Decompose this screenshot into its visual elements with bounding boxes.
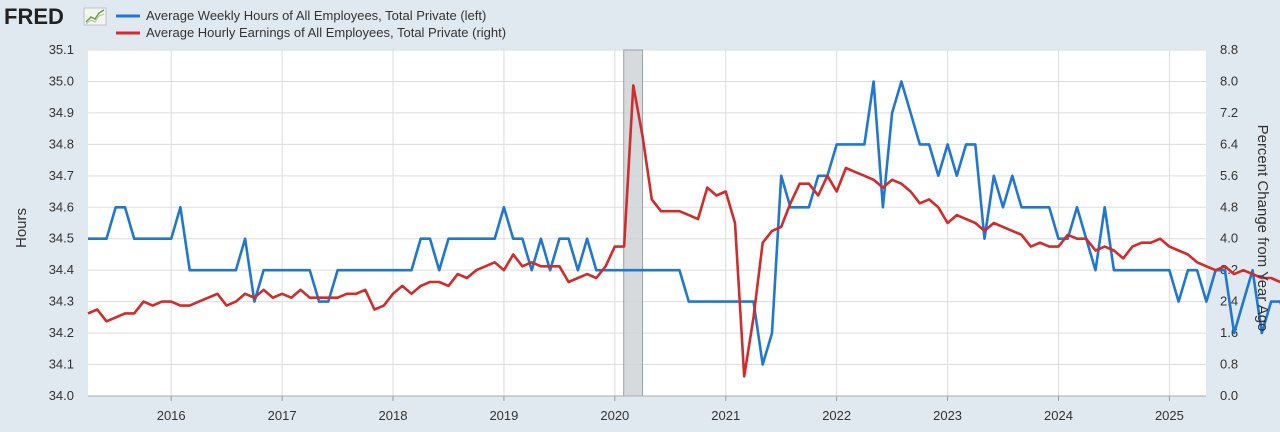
y-tick-left: 34.7: [49, 168, 74, 183]
x-tick-label: 2018: [379, 408, 408, 423]
y-tick-right: 5.6: [1220, 168, 1238, 183]
x-tick-label: 2019: [489, 408, 518, 423]
y-tick-left: 34.2: [49, 325, 74, 340]
y-tick-left: 34.9: [49, 105, 74, 120]
fred-logo-icon: [83, 7, 107, 26]
legend: Average Weekly Hours of All Employees, T…: [116, 8, 506, 40]
x-tick-label: 2025: [1155, 408, 1184, 423]
x-tick-label: 2021: [711, 408, 740, 423]
series-line-hours: [88, 80, 1280, 366]
legend-label-hours: Average Weekly Hours of All Employees, T…: [146, 8, 486, 23]
y-tick-left: 34.8: [49, 136, 74, 151]
fred-logo: FRED: [4, 4, 64, 29]
x-tick-label: 2023: [933, 408, 962, 423]
axes: 35.1 35.0 34.9 34.8 34.7 34.6 34.5 34.4 34.3 34.2…: [49, 42, 1238, 423]
legend-label-earnings: Average Hourly Earnings of All Employees…: [146, 25, 506, 40]
x-tick-label: 2024: [1044, 408, 1073, 423]
y-tick-right: 7.2: [1220, 105, 1238, 120]
y-tick-right: 4.0: [1220, 231, 1238, 246]
y-tick-right: 8.8: [1220, 42, 1238, 57]
y-tick-left: 34.0: [49, 388, 74, 403]
x-tick-label: 2016: [157, 408, 186, 423]
y-tick-left: 34.3: [49, 294, 74, 309]
x-tick-label: 2020: [600, 408, 629, 423]
series-line-earnings: [87, 84, 1280, 378]
y-tick-right: 8.0: [1220, 73, 1238, 88]
y-tick-right: 0.0: [1220, 388, 1238, 403]
y-tick-left: 34.5: [49, 231, 74, 246]
x-tick-label: 2017: [268, 408, 297, 423]
y-tick-right: 6.4: [1220, 136, 1238, 151]
y-tick-left: 35.0: [49, 73, 74, 88]
series: [87, 80, 1280, 378]
y-tick-right: 4.8: [1220, 199, 1238, 214]
y-tick-right: 0.8: [1220, 357, 1238, 372]
y-axis-right-title: Percent Change from Year Ago: [1254, 125, 1271, 332]
y-tick-left: 34.6: [49, 199, 74, 214]
y-tick-left: 34.4: [49, 262, 74, 277]
y-axis-left-title: Hours: [13, 208, 30, 248]
plot-area: [88, 50, 1206, 396]
y-tick-left: 34.1: [49, 357, 74, 372]
x-tick-label: 2022: [822, 408, 851, 423]
y-tick-left: 35.1: [49, 42, 74, 57]
